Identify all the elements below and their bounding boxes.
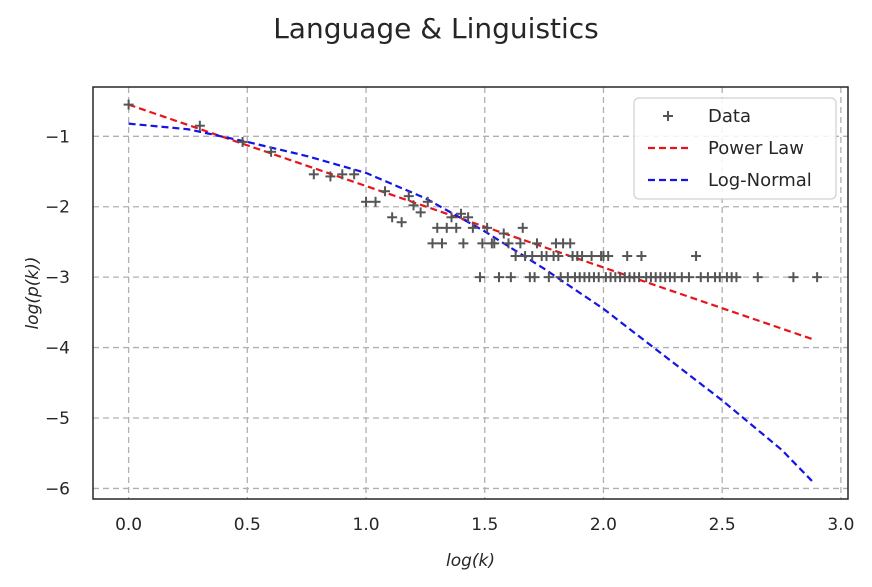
x-tick-label: 2.5 (709, 515, 736, 535)
x-axis-label: log(k) (446, 551, 495, 571)
x-tick-label: 1.5 (471, 515, 498, 535)
data-point (446, 212, 457, 223)
data-point (553, 251, 564, 262)
data-point (622, 251, 633, 262)
data-point (308, 169, 319, 180)
x-axis-ticks: 0.0 0.5 1.0 1.5 2.0 2.5 3.0 (115, 515, 854, 535)
data-point (415, 207, 426, 218)
data-point (396, 217, 407, 228)
data-point (493, 272, 504, 283)
data-point (505, 272, 516, 283)
legend-box (633, 97, 837, 200)
legend-item: Data (663, 106, 751, 127)
y-tick-label: −2 (45, 198, 70, 218)
data-point (325, 171, 336, 182)
x-tick-label: 0.0 (115, 515, 142, 535)
legend-marker (663, 111, 673, 121)
data-point (691, 251, 702, 262)
data-point (586, 251, 597, 262)
data-point (474, 272, 485, 283)
data-point (812, 272, 823, 283)
legend-item: Log-Normal (648, 170, 812, 191)
y-tick-label: −4 (45, 339, 70, 359)
series-layer (123, 99, 823, 483)
data-point (527, 251, 538, 262)
data-point (441, 222, 452, 233)
legend-label: Power Law (708, 138, 804, 159)
data-point (636, 251, 647, 262)
x-tick-label: 0.5 (234, 515, 261, 535)
data-point (266, 146, 277, 157)
data-point (451, 222, 462, 233)
data-point (422, 196, 433, 207)
data-point (349, 169, 360, 180)
data-point (337, 169, 348, 180)
data-point (427, 238, 438, 249)
data-point (482, 222, 493, 233)
data-point (577, 251, 588, 262)
data-point (408, 200, 419, 211)
data-point (380, 186, 391, 197)
data-point (731, 272, 742, 283)
data-point (387, 212, 398, 223)
data-point (467, 222, 478, 233)
log-normal-line (128, 122, 814, 483)
y-tick-label: −6 (45, 479, 70, 499)
y-tick-label: −5 (45, 409, 70, 429)
data-point (752, 272, 763, 283)
data-point (437, 238, 448, 249)
data-point (543, 272, 554, 283)
data-point (194, 120, 205, 131)
y-axis-label: log(p(k)) (23, 256, 43, 329)
plot-frame (92, 86, 849, 500)
data-point (463, 212, 474, 223)
data-point (565, 238, 576, 249)
data-point (788, 272, 799, 283)
data-point (456, 208, 467, 219)
data-point (529, 272, 540, 283)
data-point (370, 196, 381, 207)
x-tick-label: 2.0 (590, 515, 617, 535)
chart-title: Language & Linguistics (273, 12, 599, 45)
data-point (489, 238, 500, 249)
data-point (237, 136, 248, 147)
data-point (515, 238, 526, 249)
data-point (403, 191, 414, 202)
data-point (683, 272, 694, 283)
data-point (603, 251, 614, 262)
data-point (517, 222, 528, 233)
y-tick-label: −1 (45, 127, 70, 147)
y-tick-label: −3 (45, 268, 70, 288)
data-point (123, 99, 134, 110)
y-axis-ticks: −1 −2 −3 −4 −5 −6 (45, 127, 70, 499)
data-point (510, 251, 521, 262)
legend: Data Power Law Log-Normal (633, 97, 837, 200)
legend-item: Power Law (648, 138, 804, 159)
x-tick-label: 1.0 (353, 515, 380, 535)
data-point (477, 238, 488, 249)
data-point (531, 238, 542, 249)
legend-label: Log-Normal (708, 170, 812, 191)
data-point (361, 196, 372, 207)
x-tick-label: 3.0 (827, 515, 854, 535)
data-point (432, 222, 443, 233)
data-point (503, 238, 514, 249)
legend-label: Data (708, 106, 751, 127)
data-point (458, 238, 469, 249)
data-point (498, 228, 509, 239)
